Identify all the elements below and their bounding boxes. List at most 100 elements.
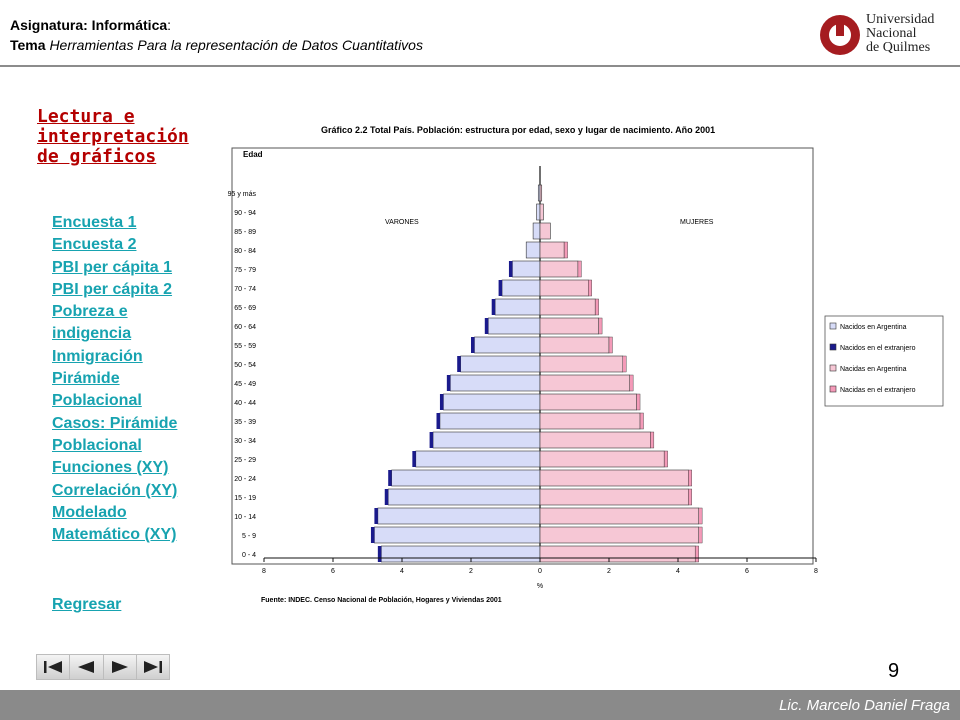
age-tick-label: 10 - 14 xyxy=(234,514,256,521)
sidebar-link[interactable]: Encuesta 1 xyxy=(52,214,137,231)
x-tick-label: 6 xyxy=(331,568,335,575)
sidebar-link[interactable]: indigencia xyxy=(52,325,132,343)
legend-swatch xyxy=(829,385,837,393)
sidebar-link[interactable]: PBI per cápita 2 xyxy=(52,280,173,298)
sidebar-link[interactable]: Correlación (XY) xyxy=(52,481,178,499)
sidebar-link[interactable]: Pobreza e xyxy=(52,303,128,321)
age-tick-label: 65 - 69 xyxy=(234,305,256,312)
sidebar-link[interactable]: Pirámide xyxy=(52,370,120,388)
bar-mujeres-argentina xyxy=(539,526,699,544)
plot-frame xyxy=(231,147,814,565)
bar-varones-extranjero xyxy=(374,508,378,524)
author-name: Lic. Marcelo Daniel Fraga xyxy=(779,697,950,714)
bar-mujeres-extranjero xyxy=(622,355,627,373)
x-tick-label: 0 xyxy=(538,568,542,575)
age-tick-label: 25 - 29 xyxy=(234,457,256,464)
age-tick-label: 0 - 4 xyxy=(242,552,256,559)
bar-mujeres-argentina xyxy=(539,222,551,240)
x-tick-label: 8 xyxy=(262,568,266,575)
sidebar-link[interactable]: Inmigración xyxy=(52,347,143,365)
age-tick-label: 60 - 64 xyxy=(234,324,256,331)
age-tick-label: 5 - 9 xyxy=(242,533,256,540)
bar-varones-extranjero xyxy=(370,527,375,543)
bar-mujeres-extranjero xyxy=(698,507,703,525)
bar-varones-extranjero xyxy=(429,432,434,448)
bar-mujeres-extranjero xyxy=(636,393,641,411)
age-tick-label: 90 - 94 xyxy=(234,210,256,217)
bar-varones-argentina xyxy=(439,412,541,430)
sidebar-link[interactable]: Poblacional xyxy=(52,436,142,454)
last-slide-icon xyxy=(143,661,162,673)
topic-label: Tema xyxy=(10,37,46,53)
bar-varones-argentina xyxy=(536,203,541,221)
bar-varones-argentina xyxy=(474,336,541,354)
bar-mujeres-extranjero xyxy=(698,526,703,544)
next-slide-button[interactable] xyxy=(103,655,137,679)
age-tick-label: 40 - 44 xyxy=(234,400,256,407)
x-tick-label: 6 xyxy=(745,568,749,575)
bar-varones-extranjero xyxy=(471,337,475,353)
bar-mujeres-extranjero xyxy=(598,317,603,335)
bar-varones-argentina xyxy=(374,526,541,544)
age-tick-label: 85 - 89 xyxy=(234,229,256,236)
bar-varones-argentina xyxy=(450,374,541,392)
sidebar-link[interactable]: Encuesta 2 xyxy=(52,236,137,254)
y-axis-label: Edad xyxy=(243,150,263,159)
left-side-label: VARONES xyxy=(385,219,419,226)
sidebar-link[interactable]: Funciones (XY) xyxy=(52,459,169,477)
logo-line-2: Nacional xyxy=(866,26,917,41)
bar-varones-argentina xyxy=(487,317,541,335)
slide-header: Asignatura: Informática: Tema Herramient… xyxy=(0,0,960,68)
bar-mujeres-extranjero xyxy=(595,298,599,316)
legend-swatch xyxy=(829,343,837,351)
legend-entry: Nacidos en Argentina xyxy=(840,324,907,331)
first-slide-button[interactable] xyxy=(37,655,71,679)
age-tick-label: 35 - 39 xyxy=(234,419,256,426)
sidebar-link[interactable]: Matemático (XY) xyxy=(52,526,177,544)
age-tick-label: 80 - 84 xyxy=(234,248,256,255)
bar-mujeres-extranjero xyxy=(664,450,668,468)
legend-swatch xyxy=(829,322,837,330)
x-tick-label: 4 xyxy=(400,568,404,575)
legend-swatch xyxy=(829,364,837,372)
prev-slide-button[interactable] xyxy=(70,655,104,679)
bar-varones-argentina xyxy=(525,241,541,259)
legend-entry: Nacidas en Argentina xyxy=(840,366,907,373)
page-number: 9 xyxy=(888,660,900,682)
bar-mujeres-argentina xyxy=(539,507,699,525)
bar-varones-argentina xyxy=(532,222,541,240)
bar-varones-argentina xyxy=(381,545,541,563)
x-tick-label: 2 xyxy=(607,568,611,575)
sidebar-link[interactable]: PBI per cápita 1 xyxy=(52,258,173,276)
bar-mujeres-extranjero xyxy=(639,412,644,430)
bar-varones-extranjero xyxy=(436,413,440,429)
age-tick-label: 95 y más xyxy=(228,191,257,198)
right-side-label: MUJERES xyxy=(680,219,714,226)
bar-varones-argentina xyxy=(460,355,541,373)
legend-entry: Nacidos en el extranjero xyxy=(840,345,916,352)
sidebar-link[interactable]: Casos: Pirámide xyxy=(52,414,178,432)
university-logo-icon xyxy=(820,15,860,55)
topic-value: Herramientas Para la representación de D… xyxy=(49,37,423,53)
bar-varones-argentina xyxy=(432,431,541,449)
bar-varones-extranjero xyxy=(508,261,513,277)
age-tick-label: 50 - 54 xyxy=(234,362,256,369)
bar-varones-extranjero xyxy=(377,546,382,562)
subject-label: Asignatura: Informática xyxy=(10,17,168,33)
sidebar-link[interactable]: Poblacional xyxy=(52,392,142,410)
bar-mujeres-extranjero xyxy=(588,279,592,297)
bar-varones-extranjero xyxy=(484,318,489,334)
bar-mujeres-argentina xyxy=(539,317,599,335)
bar-varones-argentina xyxy=(391,469,541,487)
sidebar-link[interactable]: Modelado xyxy=(52,503,127,521)
bar-mujeres-argentina xyxy=(539,374,630,392)
back-link[interactable]: Regresar xyxy=(52,596,122,613)
university-name: Universidad Nacional de Quilmes xyxy=(866,13,934,55)
age-tick-label: 75 - 79 xyxy=(234,267,256,274)
bar-mujeres-argentina xyxy=(539,279,589,297)
last-slide-button[interactable] xyxy=(136,655,169,679)
bar-mujeres-argentina xyxy=(539,260,579,278)
bar-varones-extranjero xyxy=(491,299,496,315)
population-pyramid-chart: Gráfico 2.2 Total País. Población: estru… xyxy=(228,125,944,604)
bar-varones-extranjero xyxy=(457,356,461,372)
